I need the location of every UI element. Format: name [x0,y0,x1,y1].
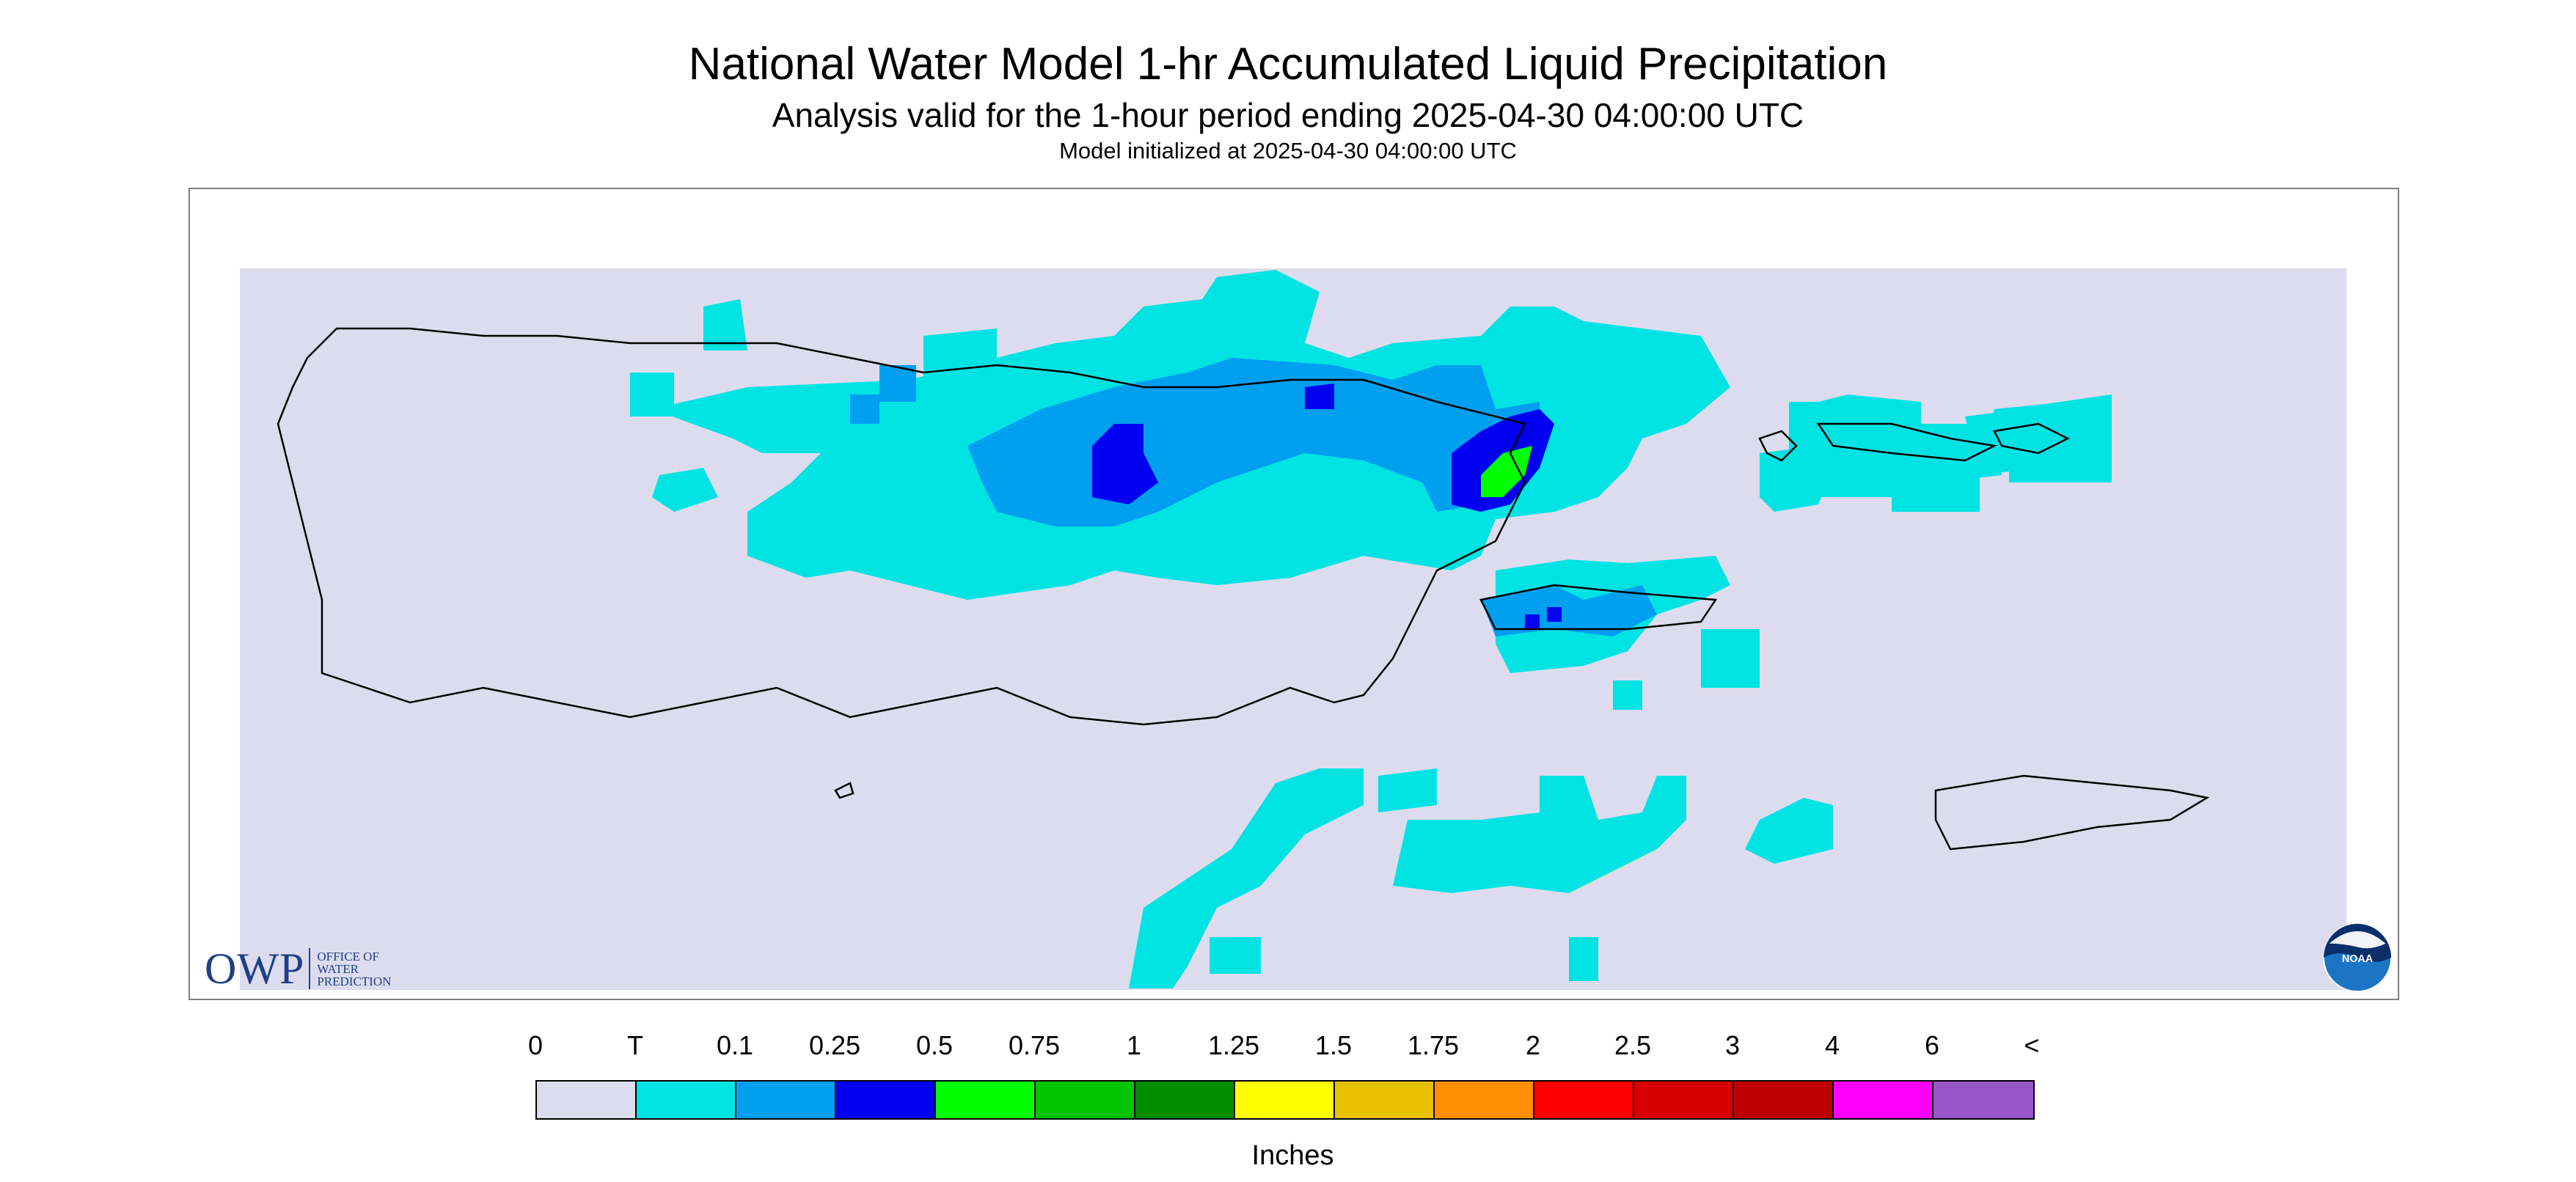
noaa-logo: NOAA [2322,922,2393,993]
legend-swatch [637,1082,736,1118]
legend-tick-label: 4 [1824,1030,1840,1060]
puerto-rico-outline [277,327,1526,726]
precip-0.5-areas [1481,446,1532,497]
precip-area [850,394,879,424]
st-john-outline [1993,422,2070,455]
legend-swatch [1135,1082,1235,1118]
owp-logo-divider [309,948,311,989]
legend-swatch [1634,1082,1734,1118]
precip-area [1613,680,1642,710]
model-init-line: Model initialized at 2025-04-30 04:00:00… [1059,138,1517,164]
precipitation-legend: 0 T 0.1 0.25 0.5 0.75 1 1.25 1.5 1.75 2 2.5 3 4 6 < Inc… [528,1030,2050,1171]
precip-area [630,372,674,416]
vieques-outline [1479,584,1718,631]
precip-area [1789,394,1921,468]
precip-area [1892,453,1980,512]
precip-area [1745,798,1833,864]
legend-swatch [1235,1082,1335,1118]
precip-area [879,365,916,402]
legend-tick-label: 2 [1525,1030,1541,1060]
legend-swatch [537,1082,637,1118]
owp-logo-text: OFFICE OF WATER PREDICTION [317,949,392,988]
precip-area [703,299,747,350]
legend-tick-label: 0.1 [716,1030,754,1060]
legend-tick-label: 6 [1924,1030,1940,1060]
legend-swatch [1933,1082,2033,1118]
legend-swatch [936,1082,1036,1118]
legend-units: Inches [1251,1140,1334,1171]
precip-area [1210,937,1261,974]
legend-tick-label: 0 [527,1030,544,1060]
legend-tick-label: 0.25 [808,1030,861,1060]
legend-tick-label: < [2024,1030,2040,1060]
legend-tick-label: T [627,1030,643,1060]
legend-swatch [1734,1082,1834,1118]
precip-area [652,468,718,512]
precip-area [1129,768,1364,988]
precip-area [1305,383,1334,409]
legend-tick-label: 1.5 [1314,1030,1353,1060]
legend-swatch [1335,1082,1435,1118]
legend-tick-label: 3 [1724,1030,1741,1060]
precip-area [1701,629,1760,688]
legend-swatch [836,1082,936,1118]
noaa-logo-text: NOAA [2342,953,2374,965]
legend-tick-label: 0.5 [915,1030,954,1060]
culebra-outline [1758,430,1798,462]
legend-tick-label: 0.75 [1008,1030,1061,1060]
precip-area [1525,614,1540,629]
legend-swatch [736,1082,836,1118]
st-croix-outline [1934,774,2210,851]
owp-logo: OWP OFFICE OF WATER PREDICTION [205,944,391,993]
precip-area [1092,424,1158,504]
precip-0.25-areas [1092,383,1562,629]
legend-tick-label: 1 [1126,1030,1142,1060]
map-title: National Water Model 1-hr Accumulated Li… [688,39,1888,89]
legend-swatch [1435,1082,1534,1118]
map-panel: OWP OFFICE OF WATER PREDICTION NOAA [189,188,2399,1000]
legend-swatch [1036,1082,1135,1118]
precip-area [1569,937,1598,981]
st-thomas-outline [1816,422,1997,462]
map-subtitle: Analysis valid for the 1-hour period end… [772,96,1804,134]
legend-tick-label: 1.75 [1407,1030,1460,1060]
precip-area [1378,768,1437,812]
legend-colorbar [535,1080,2035,1120]
legend-swatch [1834,1082,1933,1118]
coastlines [277,327,2210,851]
owp-logo-mark: OWP [205,944,305,993]
precip-area [1547,607,1562,622]
legend-tick-label: 1.25 [1207,1030,1260,1060]
legend-tick-label: 2.5 [1614,1030,1652,1060]
precip-area [1393,776,1686,893]
precip-area [2009,394,2112,482]
precipitation-map [240,268,2346,990]
precip-area [1481,446,1532,497]
legend-swatch [1534,1082,1634,1118]
islet-outline [834,782,855,799]
